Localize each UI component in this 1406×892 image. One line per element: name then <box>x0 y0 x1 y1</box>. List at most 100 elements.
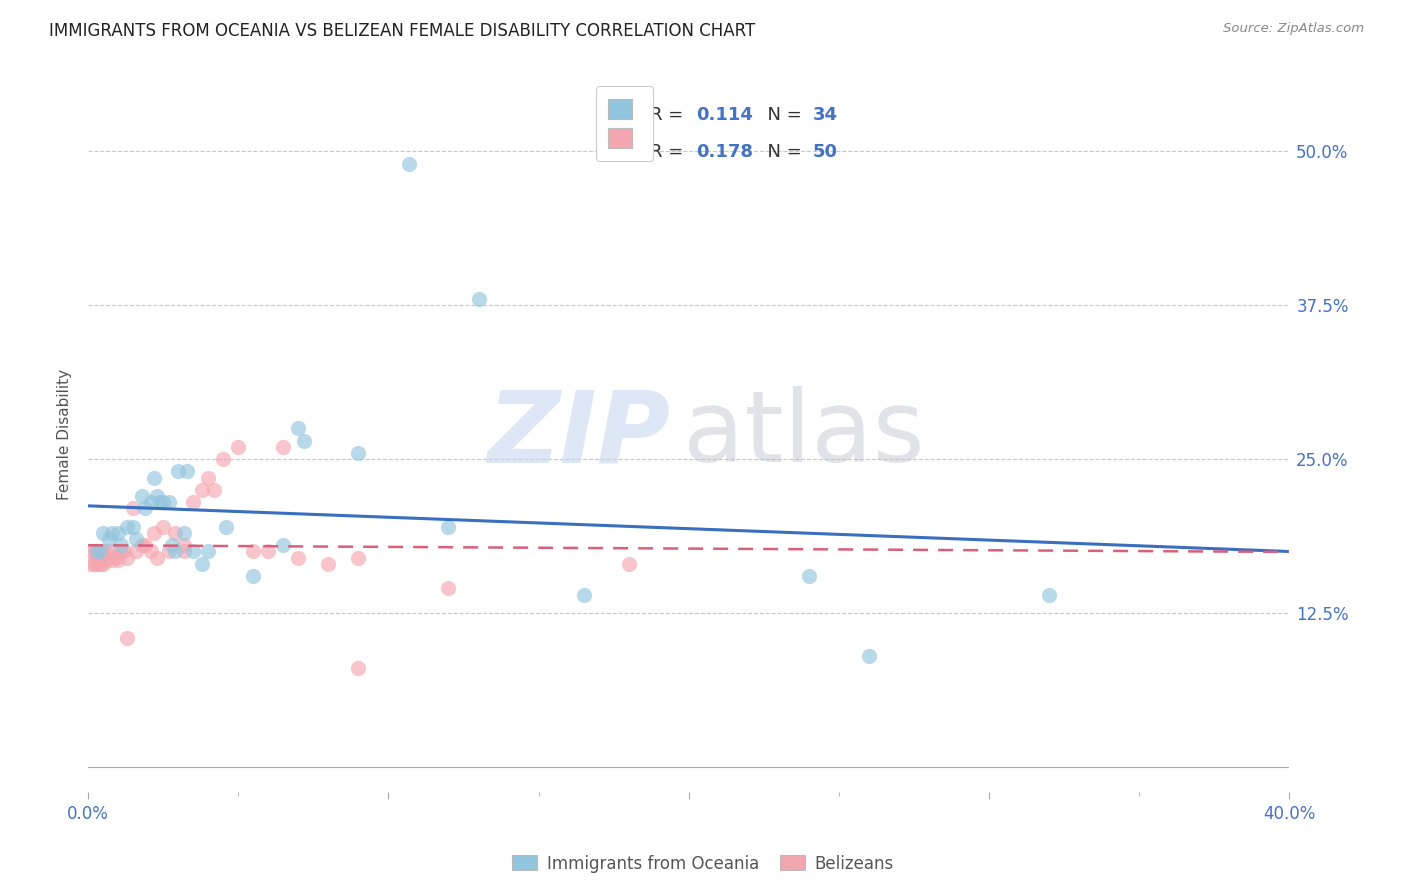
Point <box>347 446 370 460</box>
Point <box>617 557 640 571</box>
Text: R =: R = <box>650 105 689 124</box>
Point <box>125 544 148 558</box>
Point <box>191 483 214 497</box>
Text: N =: N = <box>756 105 807 124</box>
Point <box>98 532 121 546</box>
Point <box>292 434 315 448</box>
Point <box>80 557 103 571</box>
Point <box>122 501 145 516</box>
Point <box>80 544 103 558</box>
Point <box>89 544 111 558</box>
Text: 50: 50 <box>813 144 838 161</box>
Text: 0.178: 0.178 <box>696 144 752 161</box>
Point <box>91 544 114 558</box>
Point <box>197 470 219 484</box>
Point <box>160 538 183 552</box>
Point <box>347 661 370 675</box>
Point <box>91 557 114 571</box>
Legend: Immigrants from Oceania, Belizeans: Immigrants from Oceania, Belizeans <box>506 848 900 880</box>
Text: Source: ZipAtlas.com: Source: ZipAtlas.com <box>1223 22 1364 36</box>
Legend: , : , <box>596 87 654 161</box>
Point <box>131 489 153 503</box>
Point <box>110 544 132 558</box>
Text: 0.114: 0.114 <box>696 105 752 124</box>
Point <box>104 550 127 565</box>
Point <box>83 557 105 571</box>
Text: 34: 34 <box>813 105 838 124</box>
Point <box>112 544 135 558</box>
Point <box>215 520 238 534</box>
Point <box>91 526 114 541</box>
Point <box>143 470 166 484</box>
Point <box>437 582 460 596</box>
Point <box>152 520 174 534</box>
Point <box>287 550 309 565</box>
Point <box>98 544 121 558</box>
Point <box>858 649 880 664</box>
Point <box>134 538 156 552</box>
Point <box>115 520 138 534</box>
Point <box>167 465 190 479</box>
Point <box>257 544 280 558</box>
Point <box>197 544 219 558</box>
Point <box>149 495 172 509</box>
Point <box>89 550 111 565</box>
Point <box>110 538 132 552</box>
Text: ZIP: ZIP <box>488 386 671 483</box>
Point <box>181 495 204 509</box>
Point <box>134 501 156 516</box>
Point <box>202 483 225 497</box>
Point <box>107 526 129 541</box>
Point <box>191 557 214 571</box>
Point <box>273 538 295 552</box>
Point <box>131 538 153 552</box>
Y-axis label: Female Disability: Female Disability <box>58 369 72 500</box>
Point <box>101 553 124 567</box>
Point <box>467 292 489 306</box>
Point <box>86 557 108 571</box>
Point <box>347 550 370 565</box>
Point <box>115 631 138 645</box>
Point <box>96 553 118 567</box>
Point <box>125 532 148 546</box>
Point <box>107 553 129 567</box>
Point <box>398 156 420 170</box>
Text: N =: N = <box>756 144 807 161</box>
Point <box>122 520 145 534</box>
Point <box>437 520 460 534</box>
Point <box>146 489 169 503</box>
Point <box>242 569 264 583</box>
Point <box>273 440 295 454</box>
Point <box>141 495 163 509</box>
Point <box>1038 588 1060 602</box>
Point <box>797 569 820 583</box>
Point <box>165 544 187 558</box>
Point <box>152 495 174 509</box>
Point <box>157 544 180 558</box>
Point <box>173 538 195 552</box>
Point <box>212 452 235 467</box>
Point <box>89 557 111 571</box>
Point <box>226 440 249 454</box>
Point <box>101 526 124 541</box>
Point <box>165 526 187 541</box>
Point <box>141 544 163 558</box>
Point <box>173 526 195 541</box>
Point <box>96 544 118 558</box>
Point <box>157 495 180 509</box>
Point <box>572 588 595 602</box>
Point <box>83 544 105 558</box>
Point <box>287 421 309 435</box>
Point <box>176 465 198 479</box>
Point <box>242 544 264 558</box>
Text: R =: R = <box>650 144 689 161</box>
Point <box>86 544 108 558</box>
Point <box>173 544 195 558</box>
Point <box>318 557 340 571</box>
Point <box>115 550 138 565</box>
Point <box>143 526 166 541</box>
Point <box>181 544 204 558</box>
Point <box>86 544 108 558</box>
Text: atlas: atlas <box>683 386 924 483</box>
Point <box>86 550 108 565</box>
